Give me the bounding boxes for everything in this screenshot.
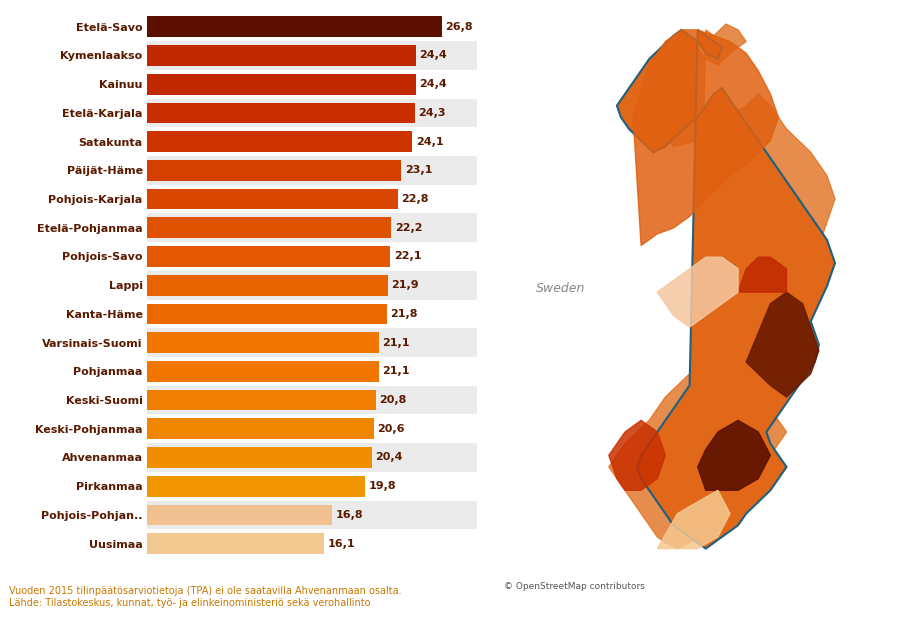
Text: 22,2: 22,2 — [395, 223, 422, 232]
Bar — [147, 131, 412, 152]
Bar — [147, 299, 477, 328]
Text: © OpenStreetMap contributors: © OpenStreetMap contributors — [504, 582, 644, 591]
Bar — [147, 386, 477, 414]
Text: 24,4: 24,4 — [419, 79, 447, 89]
Bar — [147, 275, 388, 296]
Bar — [147, 74, 416, 94]
Text: 20,4: 20,4 — [375, 453, 402, 463]
Bar — [147, 12, 477, 41]
Text: 24,1: 24,1 — [416, 136, 443, 146]
Bar — [147, 418, 374, 439]
Text: 21,8: 21,8 — [390, 309, 418, 319]
Polygon shape — [609, 420, 666, 490]
Text: 24,3: 24,3 — [418, 108, 445, 118]
Bar — [147, 70, 477, 99]
Bar — [147, 476, 365, 497]
Bar — [147, 443, 477, 472]
Bar — [147, 414, 477, 443]
Text: Sweden: Sweden — [536, 282, 586, 295]
Polygon shape — [633, 30, 778, 246]
Bar — [147, 188, 398, 210]
Bar — [147, 16, 442, 37]
Bar — [147, 127, 477, 156]
Bar — [147, 185, 477, 213]
Bar — [147, 304, 387, 324]
Bar — [147, 99, 477, 127]
Bar — [147, 500, 477, 529]
Bar — [147, 357, 477, 386]
Text: 20,6: 20,6 — [377, 424, 405, 434]
Text: 16,8: 16,8 — [335, 510, 363, 520]
Text: 22,8: 22,8 — [401, 194, 429, 204]
Bar — [147, 505, 332, 525]
Text: 19,8: 19,8 — [368, 481, 396, 491]
Bar — [147, 271, 477, 299]
Polygon shape — [657, 490, 730, 549]
Text: 26,8: 26,8 — [445, 22, 473, 32]
Bar — [147, 533, 324, 554]
Bar — [147, 213, 477, 242]
Text: 21,1: 21,1 — [383, 338, 410, 348]
Polygon shape — [617, 30, 835, 549]
Bar — [147, 529, 477, 558]
Bar — [147, 160, 401, 180]
Text: 24,4: 24,4 — [419, 50, 447, 61]
Bar — [147, 242, 477, 271]
Bar — [147, 102, 415, 123]
Text: 23,1: 23,1 — [405, 166, 432, 175]
Bar — [147, 361, 379, 382]
Polygon shape — [738, 257, 787, 292]
Polygon shape — [609, 24, 835, 549]
Text: 21,9: 21,9 — [391, 280, 419, 290]
Polygon shape — [698, 420, 770, 490]
Text: 16,1: 16,1 — [328, 539, 355, 549]
Polygon shape — [746, 292, 819, 397]
Bar — [147, 332, 379, 353]
Text: 22,1: 22,1 — [394, 252, 421, 262]
Bar — [147, 246, 390, 267]
Bar — [147, 447, 372, 468]
Bar — [147, 472, 477, 500]
Bar — [147, 390, 376, 410]
Bar — [147, 41, 477, 70]
Bar — [147, 45, 416, 66]
Text: 21,1: 21,1 — [383, 366, 410, 376]
Polygon shape — [657, 257, 738, 327]
Bar — [147, 328, 477, 357]
Bar — [147, 218, 391, 238]
Text: 20,8: 20,8 — [379, 395, 407, 405]
Text: Vuoden 2015 tilinpäätösarviotietoja (TPA) ei ole saatavilla Ahvenanmaan osalta.
: Vuoden 2015 tilinpäätösarviotietoja (TPA… — [9, 586, 402, 608]
Bar — [147, 156, 477, 185]
